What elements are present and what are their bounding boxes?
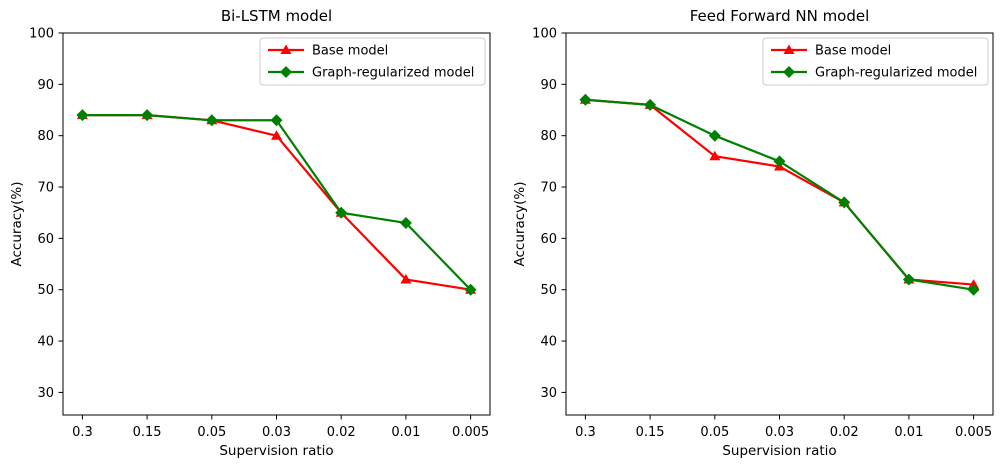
plot-frame: [565, 32, 994, 416]
series-marker-diamond: [838, 196, 851, 209]
bi-lstm-chart: 100 90 80 70 60 50 40 30 0.3 0.15 0.05 0.03 0.02 0.01…: [9, 7, 491, 459]
y-tick-label: 90: [540, 78, 557, 93]
series-marker-diamond: [141, 109, 154, 122]
series-line-graph-regularized-model: [585, 98, 974, 291]
x-tick-label: 0.01: [391, 425, 420, 440]
y-tick-label: 70: [540, 181, 557, 196]
y-tick-label: 100: [29, 27, 54, 42]
x-tick-label: 0.02: [830, 425, 859, 440]
y-tick-label: 50: [540, 283, 557, 298]
series-marker-diamond: [644, 98, 657, 111]
legend-marker-diamond: [783, 66, 795, 78]
feed-forward-nn-x-axis-label: Supervision ratio: [722, 443, 836, 459]
x-tick-label: 0.05: [700, 425, 729, 440]
x-tick-label: 0.005: [955, 425, 992, 440]
series-marker-diamond: [902, 273, 915, 286]
x-tick-label: 0.3: [72, 425, 93, 440]
y-tick-label: 30: [37, 386, 54, 401]
legend-marker-diamond: [280, 66, 292, 78]
legend-marker-triangle: [783, 44, 795, 54]
bi-lstm-chart-title: Bi-LSTM model: [221, 7, 332, 25]
y-tick-label: 40: [37, 335, 54, 350]
plot-frame: [62, 32, 491, 416]
legend-label: Graph-regularized model: [312, 66, 474, 81]
series-marker-diamond: [464, 283, 477, 296]
x-tick-label: 0.005: [452, 425, 489, 440]
x-tick-label: 0.03: [262, 425, 291, 440]
series-line-base-model: [585, 98, 974, 286]
y-tick-label: 50: [37, 283, 54, 298]
feed-forward-nn-plot-area: 100 90 80 70 60 50 40 30 0.3 0.15 0.05 0.03 0.02 0.01…: [532, 27, 994, 440]
y-tick-label: 60: [37, 232, 54, 247]
series-marker-triangle: [400, 273, 412, 284]
bi-lstm-plot-area: 100 90 80 70 60 50 40 30 0.3 0.15 0.05 0.03 0.02 0.01…: [29, 27, 491, 440]
legend-box: [259, 37, 486, 86]
bi-lstm-x-axis-label: Supervision ratio: [219, 443, 333, 459]
y-tick-label: 80: [540, 129, 557, 144]
series-marker-diamond: [76, 109, 89, 122]
y-tick-label: 60: [540, 232, 557, 247]
x-tick-label: 0.15: [636, 425, 665, 440]
y-tick-label: 40: [540, 335, 557, 350]
series-marker-diamond: [579, 93, 592, 106]
series-line-base-model: [82, 114, 471, 291]
x-tick-label: 0.03: [765, 425, 794, 440]
series-marker-diamond: [270, 114, 283, 127]
feed-forward-nn-chart-title: Feed Forward NN model: [690, 7, 870, 25]
series-marker-triangle: [709, 150, 721, 161]
x-tick-label: 0.15: [133, 425, 162, 440]
x-tick-label: 0.05: [197, 425, 226, 440]
legend: Base model Graph-regularized model: [259, 37, 486, 86]
legend-label: Base model: [815, 44, 891, 59]
series-marker-diamond: [773, 155, 786, 168]
legend-label: Graph-regularized model: [815, 66, 977, 81]
x-tick-label: 0.02: [327, 425, 356, 440]
legend-label: Base model: [312, 44, 388, 59]
series-marker-diamond: [967, 283, 980, 296]
y-tick-label: 70: [37, 181, 54, 196]
series-marker-diamond: [205, 114, 218, 127]
y-tick-label: 30: [540, 386, 557, 401]
y-tick-label: 90: [37, 78, 54, 93]
y-tick-label: 80: [37, 129, 54, 144]
series-marker-diamond: [335, 206, 348, 219]
legend: Base model Graph-regularized model: [762, 37, 989, 86]
series-line-graph-regularized-model: [82, 114, 472, 291]
feed-forward-nn-y-axis-label: Accuracy(%): [512, 182, 528, 267]
legend-marker-triangle: [280, 44, 292, 54]
y-tick-label: 100: [532, 27, 557, 42]
series-marker-triangle: [271, 130, 282, 140]
bi-lstm-y-axis-label: Accuracy(%): [9, 182, 25, 267]
x-tick-label: 0.3: [575, 425, 596, 440]
series-marker-diamond: [708, 129, 721, 142]
legend-box: [762, 37, 989, 86]
series-marker-diamond: [399, 216, 412, 229]
feed-forward-nn-chart: 100 90 80 70 60 50 40 30 0.3 0.15 0.05 0.03 0.02 0.01…: [512, 7, 994, 459]
x-tick-label: 0.01: [894, 425, 923, 440]
